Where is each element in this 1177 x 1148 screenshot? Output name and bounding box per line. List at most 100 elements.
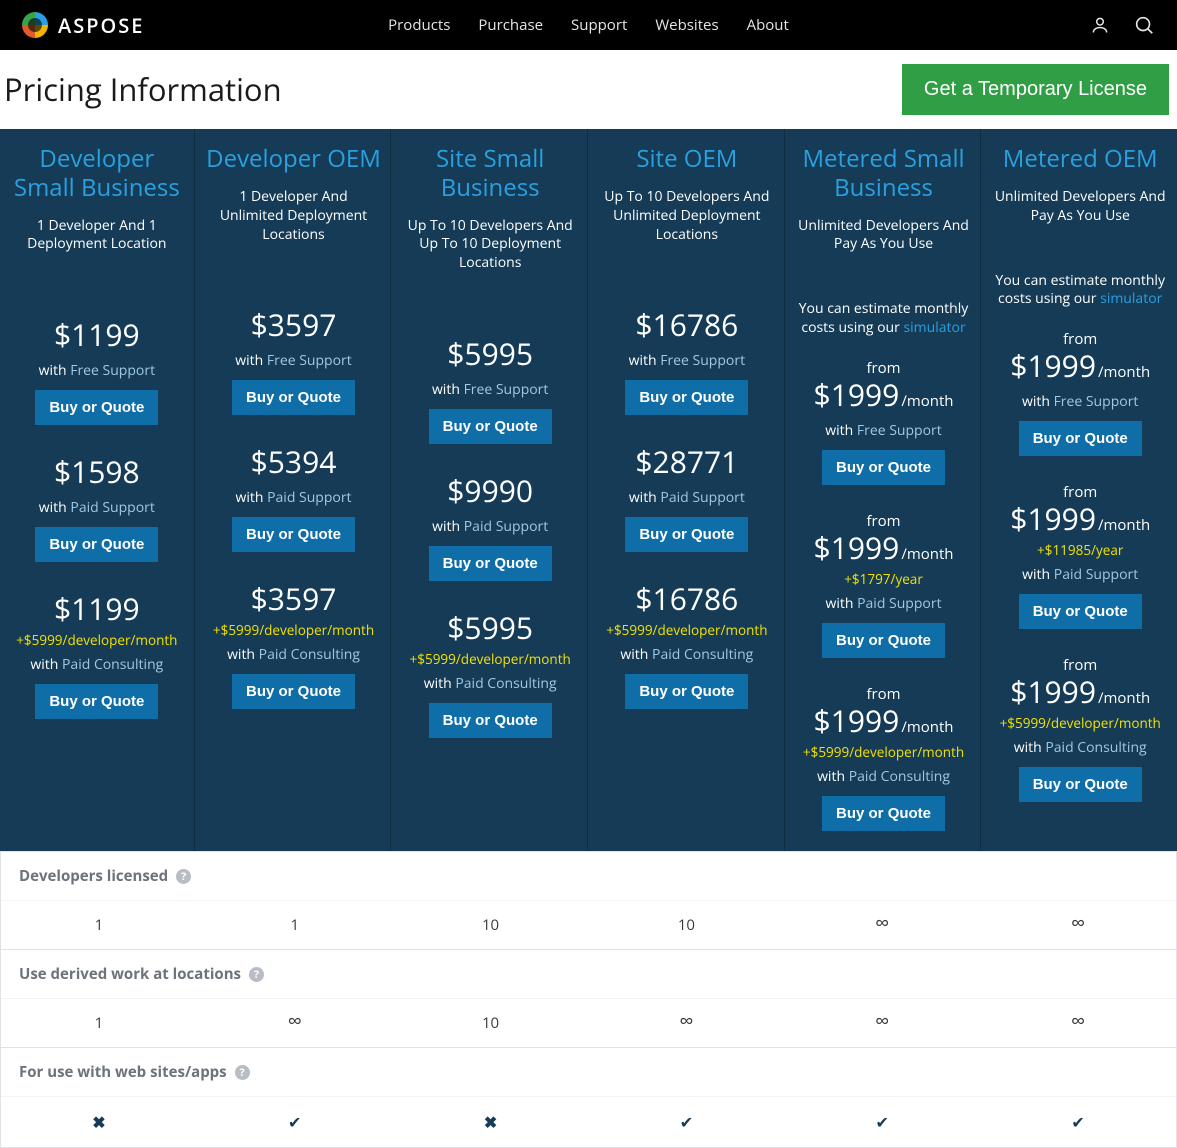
brand-text: ASPOSE (58, 12, 144, 39)
simulator-link[interactable]: simulator (1100, 289, 1162, 308)
buy-or-quote-button[interactable]: Buy or Quote (625, 674, 748, 709)
compare-cell: ∞ (784, 901, 980, 949)
compare-cell: 10 (393, 999, 589, 1047)
help-icon[interactable]: ? (176, 869, 191, 884)
help-icon[interactable]: ? (249, 967, 264, 982)
price-value: $1999/month (814, 374, 954, 415)
support-link[interactable]: Paid Consulting (62, 655, 163, 674)
compare-row-header: For use with web sites/apps? (1, 1047, 1176, 1096)
price-value: $3597 (251, 578, 337, 619)
support-link[interactable]: Paid Consulting (849, 767, 950, 786)
help-icon[interactable]: ? (235, 1065, 250, 1080)
buy-or-quote-button[interactable]: Buy or Quote (1019, 421, 1142, 456)
support-line: with Paid Support (989, 565, 1171, 584)
compare-cell: ✔ (980, 1097, 1176, 1147)
plan-title[interactable]: Site Small Business (399, 145, 581, 203)
plan-title[interactable]: Site OEM (596, 145, 778, 174)
estimator-note: You can estimate monthly costs using our… (993, 272, 1167, 310)
price-value: $5995 (447, 333, 533, 374)
support-link[interactable]: Free Support (267, 351, 352, 370)
nav-support[interactable]: Support (571, 15, 627, 35)
support-link[interactable]: Free Support (660, 351, 745, 370)
compare-row-label: Use derived work at locations (19, 964, 241, 984)
price-value: $1999/month (1010, 671, 1150, 712)
support-link[interactable]: Paid Support (660, 488, 744, 507)
nav-about[interactable]: About (747, 15, 789, 35)
price-extra: +$5999/developer/month (203, 621, 385, 639)
price-tier: from$1999/month+$1797/yearwith Paid Supp… (793, 511, 975, 658)
compare-row: 1∞10∞∞∞ (1, 998, 1176, 1047)
plan-column: Developer Small Business1 Developer And … (0, 129, 195, 851)
compare-cell: ✔ (784, 1097, 980, 1147)
buy-or-quote-button[interactable]: Buy or Quote (232, 674, 355, 709)
price-value: $16786 (635, 304, 738, 345)
buy-or-quote-button[interactable]: Buy or Quote (35, 684, 158, 719)
price-tier: $9990with Paid SupportBuy or Quote (399, 470, 581, 581)
nav-websites[interactable]: Websites (655, 15, 718, 35)
support-link[interactable]: Paid Support (70, 498, 154, 517)
price-value: $1199 (54, 588, 140, 629)
buy-or-quote-button[interactable]: Buy or Quote (822, 450, 945, 485)
price-value: $9990 (447, 470, 533, 511)
price-tier: $5394with Paid SupportBuy or Quote (203, 441, 385, 552)
plan-title[interactable]: Developer OEM (203, 145, 385, 174)
price-tier: from$1999/month+$11985/yearwith Paid Sup… (989, 482, 1171, 629)
plan-tiers: from$1999/monthwith Free SupportBuy or Q… (989, 329, 1171, 802)
temporary-license-button[interactable]: Get a Temporary License (902, 64, 1169, 115)
nav-purchase[interactable]: Purchase (478, 15, 543, 35)
plan-title[interactable]: Metered OEM (989, 145, 1171, 174)
price-tier: $28771with Paid SupportBuy or Quote (596, 441, 778, 552)
price-value: $1999/month (1010, 345, 1150, 386)
buy-or-quote-button[interactable]: Buy or Quote (1019, 594, 1142, 629)
buy-or-quote-button[interactable]: Buy or Quote (232, 380, 355, 415)
price-value: $1999/month (814, 700, 954, 741)
support-link[interactable]: Paid Consulting (652, 645, 753, 664)
compare-cell: ∞ (588, 999, 784, 1047)
buy-or-quote-button[interactable]: Buy or Quote (822, 796, 945, 831)
plan-subtitle: Up To 10 Developers And Up To 10 Deploym… (399, 217, 581, 274)
support-link[interactable]: Paid Consulting (259, 645, 360, 664)
compare-cell: 1 (197, 901, 393, 949)
compare-cell: ✖ (1, 1097, 197, 1147)
logo[interactable]: ASPOSE (22, 12, 144, 39)
price-value: $1598 (54, 451, 140, 492)
plan-column: Metered OEMUnlimited Developers And Pay … (983, 129, 1177, 851)
support-link[interactable]: Free Support (70, 361, 155, 380)
support-link[interactable]: Paid Support (267, 488, 351, 507)
support-link[interactable]: Paid Support (857, 594, 941, 613)
simulator-link[interactable]: simulator (903, 318, 965, 337)
support-link[interactable]: Paid Consulting (455, 674, 556, 693)
buy-or-quote-button[interactable]: Buy or Quote (625, 517, 748, 552)
search-icon[interactable] (1133, 14, 1155, 36)
buy-or-quote-button[interactable]: Buy or Quote (35, 390, 158, 425)
price-suffix: /month (1098, 362, 1150, 382)
support-link[interactable]: Paid Consulting (1045, 738, 1146, 757)
top-icons (1089, 14, 1155, 36)
plan-column: Metered Small BusinessUnlimited Develope… (787, 129, 982, 851)
support-line: with Paid Consulting (793, 767, 975, 786)
price-tier: $5995+$5999/developer/monthwith Paid Con… (399, 607, 581, 738)
user-icon[interactable] (1089, 14, 1111, 36)
buy-or-quote-button[interactable]: Buy or Quote (429, 546, 552, 581)
buy-or-quote-button[interactable]: Buy or Quote (35, 527, 158, 562)
nav-products[interactable]: Products (388, 15, 450, 35)
buy-or-quote-button[interactable]: Buy or Quote (429, 409, 552, 444)
support-link[interactable]: Free Support (464, 380, 549, 399)
plan-title[interactable]: Metered Small Business (793, 145, 975, 203)
buy-or-quote-button[interactable]: Buy or Quote (232, 517, 355, 552)
compare-row-label: For use with web sites/apps (19, 1062, 227, 1082)
buy-or-quote-button[interactable]: Buy or Quote (1019, 767, 1142, 802)
support-link[interactable]: Free Support (1054, 392, 1139, 411)
plan-title[interactable]: Developer Small Business (6, 145, 188, 203)
support-link[interactable]: Free Support (857, 421, 942, 440)
price-tier: from$1999/month+$5999/developer/monthwit… (989, 655, 1171, 802)
sub-header: Pricing Information Get a Temporary Lice… (0, 50, 1177, 129)
support-link[interactable]: Paid Support (464, 517, 548, 536)
buy-or-quote-button[interactable]: Buy or Quote (429, 703, 552, 738)
support-line: with Paid Consulting (399, 674, 581, 693)
price-value: $3597 (251, 304, 337, 345)
support-link[interactable]: Paid Support (1054, 565, 1138, 584)
buy-or-quote-button[interactable]: Buy or Quote (822, 623, 945, 658)
price-tier: from$1999/monthwith Free SupportBuy or Q… (793, 358, 975, 485)
buy-or-quote-button[interactable]: Buy or Quote (625, 380, 748, 415)
